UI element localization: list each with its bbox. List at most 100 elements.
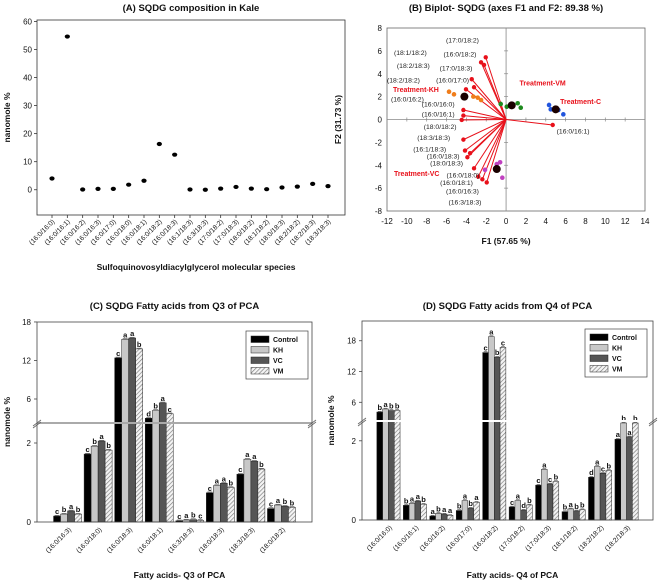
- axis-break-mark: [648, 417, 658, 425]
- significance-letter: b: [606, 462, 611, 471]
- bar-vm: [446, 514, 454, 521]
- vector-label: (16:3/18:3): [449, 199, 482, 206]
- legend-label: Control: [612, 335, 637, 342]
- y-tick-label: 0: [352, 516, 357, 525]
- vector-endpoint: [480, 177, 485, 182]
- data-point: [126, 182, 132, 187]
- bar-kh: [213, 485, 221, 523]
- data-point: [156, 141, 162, 147]
- bar-control: [455, 510, 463, 521]
- significance-letter: c: [510, 498, 514, 507]
- y-tick-label: 2: [352, 437, 357, 446]
- legend-label: KH: [273, 348, 283, 355]
- significance-letter: b: [389, 402, 394, 411]
- x-tick-label: 8: [583, 217, 588, 226]
- bar-vc: [158, 402, 167, 523]
- chart-title: (A) SQDG composition in Kale: [123, 3, 260, 14]
- significance-letter: b: [527, 496, 532, 505]
- bar-vc: [388, 410, 395, 521]
- significance-letter: b: [574, 502, 579, 511]
- y-tick-label: 40: [23, 74, 32, 83]
- observation-point-vm: [498, 101, 504, 107]
- bar-kh: [274, 504, 282, 523]
- bar-vc: [546, 483, 554, 521]
- vector-label: (18:2/18:3): [397, 63, 430, 70]
- data-point: [325, 184, 331, 189]
- data-point: [64, 34, 70, 39]
- y-tick-label: 50: [23, 45, 32, 54]
- loading-vector: [473, 119, 507, 169]
- bar-control: [206, 492, 214, 523]
- loading-vector: [471, 78, 507, 120]
- bar-vm: [288, 507, 296, 523]
- bar-vc: [573, 510, 580, 521]
- chart-title: (B) Biplot- SQDG (axes F1 and F2: 89.38 …: [409, 3, 603, 14]
- axis-break-mark: [307, 421, 317, 429]
- significance-letter: a: [595, 458, 600, 467]
- x-tick-label: (16:0/18:1): [136, 526, 164, 554]
- significance-letter: c: [177, 512, 181, 521]
- legend-label: VM: [273, 369, 284, 376]
- bar-vc: [599, 473, 607, 521]
- significance-letter: b: [633, 414, 638, 423]
- vector-endpoint: [469, 77, 474, 82]
- significance-letter: a: [276, 496, 281, 505]
- significance-letter: b: [621, 414, 626, 423]
- loading-vector: [477, 119, 507, 177]
- significance-letter: a: [245, 450, 250, 459]
- y-tick-label: 4: [378, 70, 383, 79]
- axis-break-mark: [307, 419, 317, 427]
- data-point: [187, 187, 193, 192]
- significance-letter: b: [290, 498, 295, 507]
- significance-letter: a: [489, 328, 494, 337]
- x-tick-label: (18:0/18:3): [198, 526, 226, 554]
- significance-letter: a: [215, 477, 220, 486]
- vector-label: (16:0/17:0): [436, 77, 469, 84]
- significance-letter: b: [191, 511, 196, 520]
- y-tick-label: 0: [27, 518, 32, 527]
- y-axis-label: F2 (31.73 %): [333, 95, 343, 144]
- bar-kh: [408, 503, 416, 521]
- axis-break-mark: [32, 421, 42, 429]
- significance-letter: b: [62, 505, 67, 514]
- bar-control: [114, 357, 122, 523]
- x-tick-label: (16:0/16:2): [419, 524, 447, 552]
- x-tick-label: (18:1/18:2): [551, 524, 579, 552]
- observation-point-kh: [451, 92, 457, 97]
- legend-label: VC: [612, 356, 622, 363]
- loading-vector: [465, 88, 507, 120]
- vector-label: (16:0/16:1): [557, 128, 590, 135]
- x-tick-label: (18:2/18:2): [577, 524, 605, 552]
- significance-letter: b: [153, 402, 158, 411]
- axis-break-mark: [32, 419, 42, 427]
- x-tick-label: (16:0/16:1): [392, 524, 420, 552]
- vector-label: (17:0/18:3): [440, 65, 473, 72]
- significance-letter: c: [198, 511, 202, 520]
- significance-letter: a: [222, 474, 227, 483]
- bar-vc: [128, 337, 136, 523]
- bar-kh: [60, 513, 68, 523]
- legend-label: KH: [612, 346, 622, 353]
- vector-endpoint: [471, 166, 477, 171]
- vector-label: (16:0/16:0): [422, 102, 455, 109]
- loading-vector: [463, 119, 507, 141]
- loading-vector: [486, 119, 507, 183]
- significance-letter: c: [548, 475, 552, 484]
- data-point: [264, 187, 270, 192]
- significance-letter: c: [536, 476, 540, 485]
- bar-control: [236, 473, 245, 523]
- significance-letter: d: [521, 501, 526, 510]
- y-tick-label: 20: [23, 130, 32, 139]
- loading-vector: [485, 57, 507, 120]
- y-tick-label: 6: [352, 398, 357, 407]
- x-tick-label: 0: [504, 217, 509, 226]
- bar-control: [53, 515, 61, 523]
- significance-letter: c: [483, 344, 487, 353]
- vector-endpoint: [484, 180, 489, 185]
- bar-control: [403, 505, 410, 521]
- significance-letter: b: [563, 503, 568, 512]
- x-tick-label: (16:0/16:0): [366, 524, 394, 552]
